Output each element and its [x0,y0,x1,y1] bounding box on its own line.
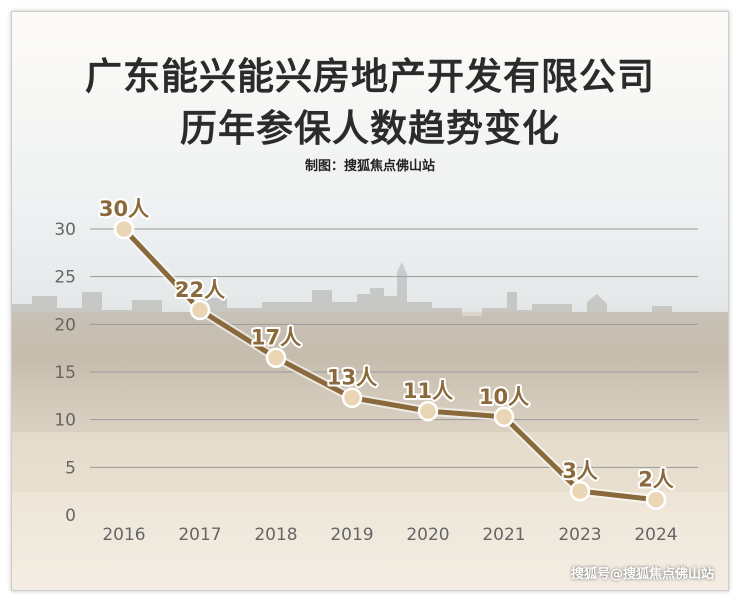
title-line-1: 广东能兴能兴房地产开发有限公司 [85,54,655,98]
series-line-path [121,226,659,503]
data-label: 10人 [479,385,529,409]
x-tick-label: 2017 [178,525,221,545]
y-axis-ticks: 0 5 10 15 20 25 30 [54,220,76,526]
y-tick-label: 25 [54,268,76,288]
data-label: 22人 [175,278,225,302]
line-chart: 0 5 10 15 20 25 30 2016 2017 2018 2019 2020 2021 202… [12,12,728,590]
data-label: 11人 [403,379,453,403]
y-tick-label: 20 [54,315,76,335]
data-points [113,218,667,510]
x-tick-label: 2020 [406,525,449,545]
data-point [645,489,667,510]
watermark: 搜狐号@搜狐焦点佛山站 [570,567,714,582]
x-tick-label: 2024 [634,525,677,545]
x-tick-label: 2018 [254,525,297,545]
x-tick-label: 2023 [558,525,601,545]
grid-lines [90,228,698,468]
data-label: 30人 [99,197,149,221]
x-axis-ticks: 2016 2017 2018 2019 2020 2021 2023 2024 [102,525,677,545]
y-tick-label: 0 [65,506,76,526]
y-tick-label: 15 [54,363,76,383]
data-label: 3人 [562,459,598,483]
y-tick-label: 10 [54,411,76,431]
data-point [493,406,515,428]
y-tick-label: 5 [65,458,76,478]
data-point [189,299,211,321]
data-point [569,480,591,502]
chart-frame: 0 5 10 15 20 25 30 2016 2017 2018 2019 2020 2021 202… [11,11,729,591]
data-point [265,347,287,368]
data-label: 17人 [251,326,301,350]
data-label: 13人 [327,366,377,390]
source-credit: 制图：搜狐焦点佛山站 [304,159,435,174]
data-point [341,387,363,408]
city-skyline [12,262,728,492]
data-point [417,400,439,422]
title-line-2: 历年参保人数趋势变化 [180,106,560,150]
data-label: 2人 [638,468,674,492]
data-point [113,218,135,240]
series-line [119,224,661,505]
data-labels: 30人 22人 17人 13人 11人 10人 3人 2人 [97,195,676,494]
x-tick-label: 2021 [482,525,525,545]
x-tick-label: 2016 [102,525,145,545]
x-tick-label: 2019 [330,525,373,545]
y-tick-label: 30 [54,220,76,240]
